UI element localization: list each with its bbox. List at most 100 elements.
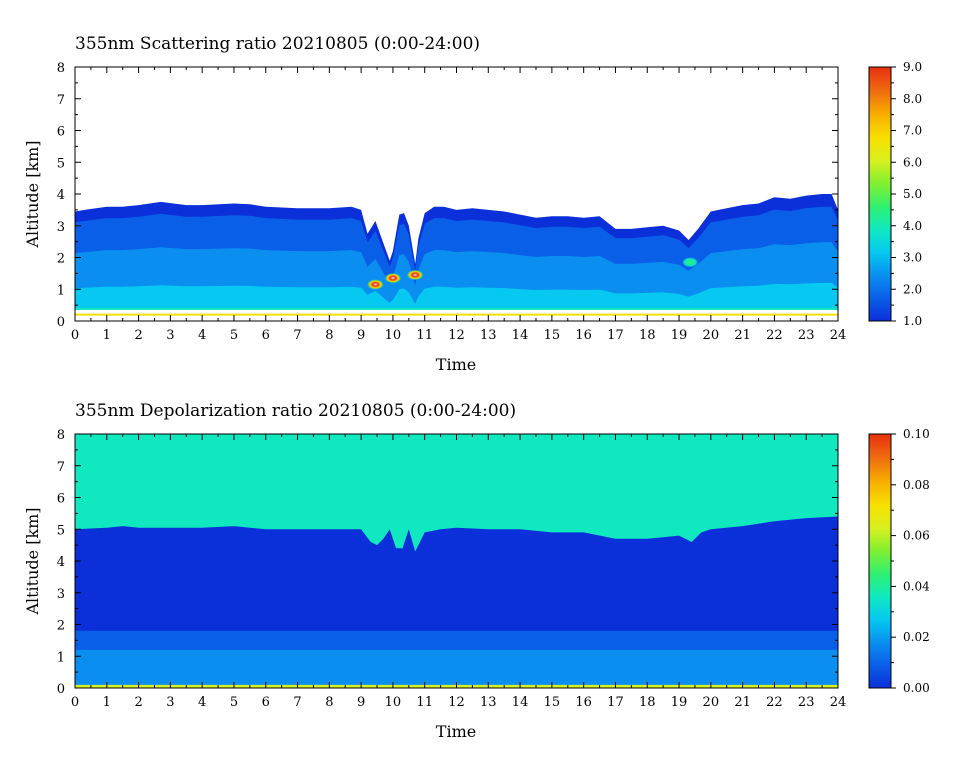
colorbar-tick-label: 4.0: [903, 219, 922, 233]
x-tick-label: 20: [703, 695, 720, 710]
colorbar-tick-label: 0.06: [903, 529, 930, 543]
colorbar: [868, 433, 892, 689]
x-tick-label: 18: [639, 328, 656, 343]
hotspot: [407, 269, 424, 280]
x-tick-label: 5: [230, 695, 238, 710]
x-tick-label: 23: [798, 328, 815, 343]
colorbar-tick-label: 7.0: [903, 124, 922, 138]
colorbar-tick-label: 0.04: [903, 579, 930, 593]
colorbar: [868, 66, 892, 322]
hotspot: [367, 279, 384, 290]
x-tick-label: 22: [766, 328, 783, 343]
x-tick-label: 22: [766, 695, 783, 710]
x-tick-label: 1: [103, 328, 111, 343]
y-tick-label: 1: [57, 283, 65, 298]
x-tick-label: 17: [607, 328, 624, 343]
y-tick-label: 3: [57, 587, 65, 602]
x-tick-label: 11: [416, 328, 433, 343]
x-tick-label: 12: [448, 695, 465, 710]
y-axis-label: Altitude [km]: [23, 140, 42, 248]
x-tick-label: 9: [357, 328, 365, 343]
colorbar-ticks: 0.00 0.02 0.04 0.06 0.08 0.10: [891, 427, 930, 695]
x-tick-label: 2: [134, 695, 142, 710]
x-tick-label: 21: [734, 695, 751, 710]
colorbar-tick-label: 0.08: [903, 478, 930, 492]
colorbar-tick-label: 0.10: [903, 427, 930, 441]
x-tick-label: 5: [230, 328, 238, 343]
x-tick-label: 12: [448, 328, 465, 343]
colorbar-tick-label: 5.0: [903, 187, 922, 201]
x-tick-label: 15: [544, 328, 561, 343]
plot-area: [75, 67, 838, 321]
x-tick-label: 20: [703, 328, 720, 343]
x-tick-label: 10: [385, 328, 402, 343]
y-tick-label: 6: [57, 492, 65, 507]
colorbar-tick-label: 0.00: [903, 681, 930, 695]
x-tick-label: 1: [103, 695, 111, 710]
colorbar-tick-label: 2.0: [903, 282, 922, 296]
colorbar-tick-label: 9.0: [903, 60, 922, 74]
y-tick-label: 6: [57, 125, 65, 140]
x-tick-label: 0: [71, 328, 79, 343]
x-axis-label: Time: [436, 355, 476, 374]
y-tick-label: 1: [57, 650, 65, 665]
x-axis-label: Time: [436, 722, 476, 741]
x-tick-label: 0: [71, 695, 79, 710]
y-tick-label: 0: [57, 682, 65, 697]
y-tick-label: 8: [57, 61, 65, 76]
x-tick-label: 18: [639, 695, 656, 710]
y-tick-label: 7: [57, 93, 65, 108]
y-tick-label: 3: [57, 220, 65, 235]
y-tick-label: 8: [57, 428, 65, 443]
plot-area: [75, 434, 838, 688]
hotspot: [682, 257, 699, 268]
x-tick-label: 23: [798, 695, 815, 710]
x-tick-label: 15: [544, 695, 561, 710]
chart-title: 355nm Depolarization ratio 20210805 (0:0…: [75, 401, 516, 421]
colorbar-tick-label: 0.02: [903, 630, 930, 644]
x-tick-label: 16: [575, 695, 592, 710]
x-tick-label: 6: [262, 695, 270, 710]
x-tick-label: 24: [830, 695, 847, 710]
x-tick-label: 10: [385, 695, 402, 710]
y-tick-label: 5: [57, 156, 65, 171]
x-tick-label: 24: [830, 328, 847, 343]
x-tick-label: 11: [416, 695, 433, 710]
colorbar-tick-label: 3.0: [903, 251, 922, 265]
boundary-layer-inner: [75, 649, 838, 688]
x-tick-label: 19: [671, 695, 688, 710]
x-tick-label: 21: [734, 328, 751, 343]
axes: 0 1 2 3 4 5 6 7 8 9 10 11 12 13 14 15 16 17 18 19 20 21 22 23 24…: [57, 61, 847, 343]
scattering-ratio-panel: 355nm Scattering ratio 20210805 (0:00-24…: [23, 34, 922, 374]
x-tick-label: 8: [325, 328, 333, 343]
colorbar-tick-label: 6.0: [903, 155, 922, 169]
chart-title: 355nm Scattering ratio 20210805 (0:00-24…: [75, 34, 480, 54]
y-tick-label: 4: [57, 188, 65, 203]
x-tick-label: 3: [166, 695, 174, 710]
x-tick-label: 17: [607, 695, 624, 710]
x-tick-label: 6: [262, 328, 270, 343]
x-tick-label: 8: [325, 695, 333, 710]
x-tick-label: 7: [293, 328, 301, 343]
x-tick-label: 4: [198, 328, 206, 343]
x-tick-label: 13: [480, 328, 497, 343]
x-tick-label: 14: [512, 695, 529, 710]
y-tick-label: 7: [57, 460, 65, 475]
x-tick-label: 4: [198, 695, 206, 710]
x-tick-label: 2: [134, 328, 142, 343]
colorbar-ticks: 1.0 2.0 3.0 4.0 5.0 6.0 7.0 8.0 9.0: [891, 60, 922, 328]
y-axis-label: Altitude [km]: [23, 507, 42, 615]
colorbar-tick-label: 1.0: [903, 314, 922, 328]
x-tick-label: 7: [293, 695, 301, 710]
colorbar-tick-label: 8.0: [903, 92, 922, 106]
x-tick-label: 19: [671, 328, 688, 343]
y-tick-label: 2: [57, 619, 65, 634]
x-tick-label: 3: [166, 328, 174, 343]
depolarization-ratio-panel: 355nm Depolarization ratio 20210805 (0:0…: [23, 401, 930, 741]
y-tick-label: 2: [57, 252, 65, 267]
y-tick-label: 0: [57, 315, 65, 330]
x-tick-label: 16: [575, 328, 592, 343]
x-tick-label: 9: [357, 695, 365, 710]
y-tick-label: 4: [57, 555, 65, 570]
